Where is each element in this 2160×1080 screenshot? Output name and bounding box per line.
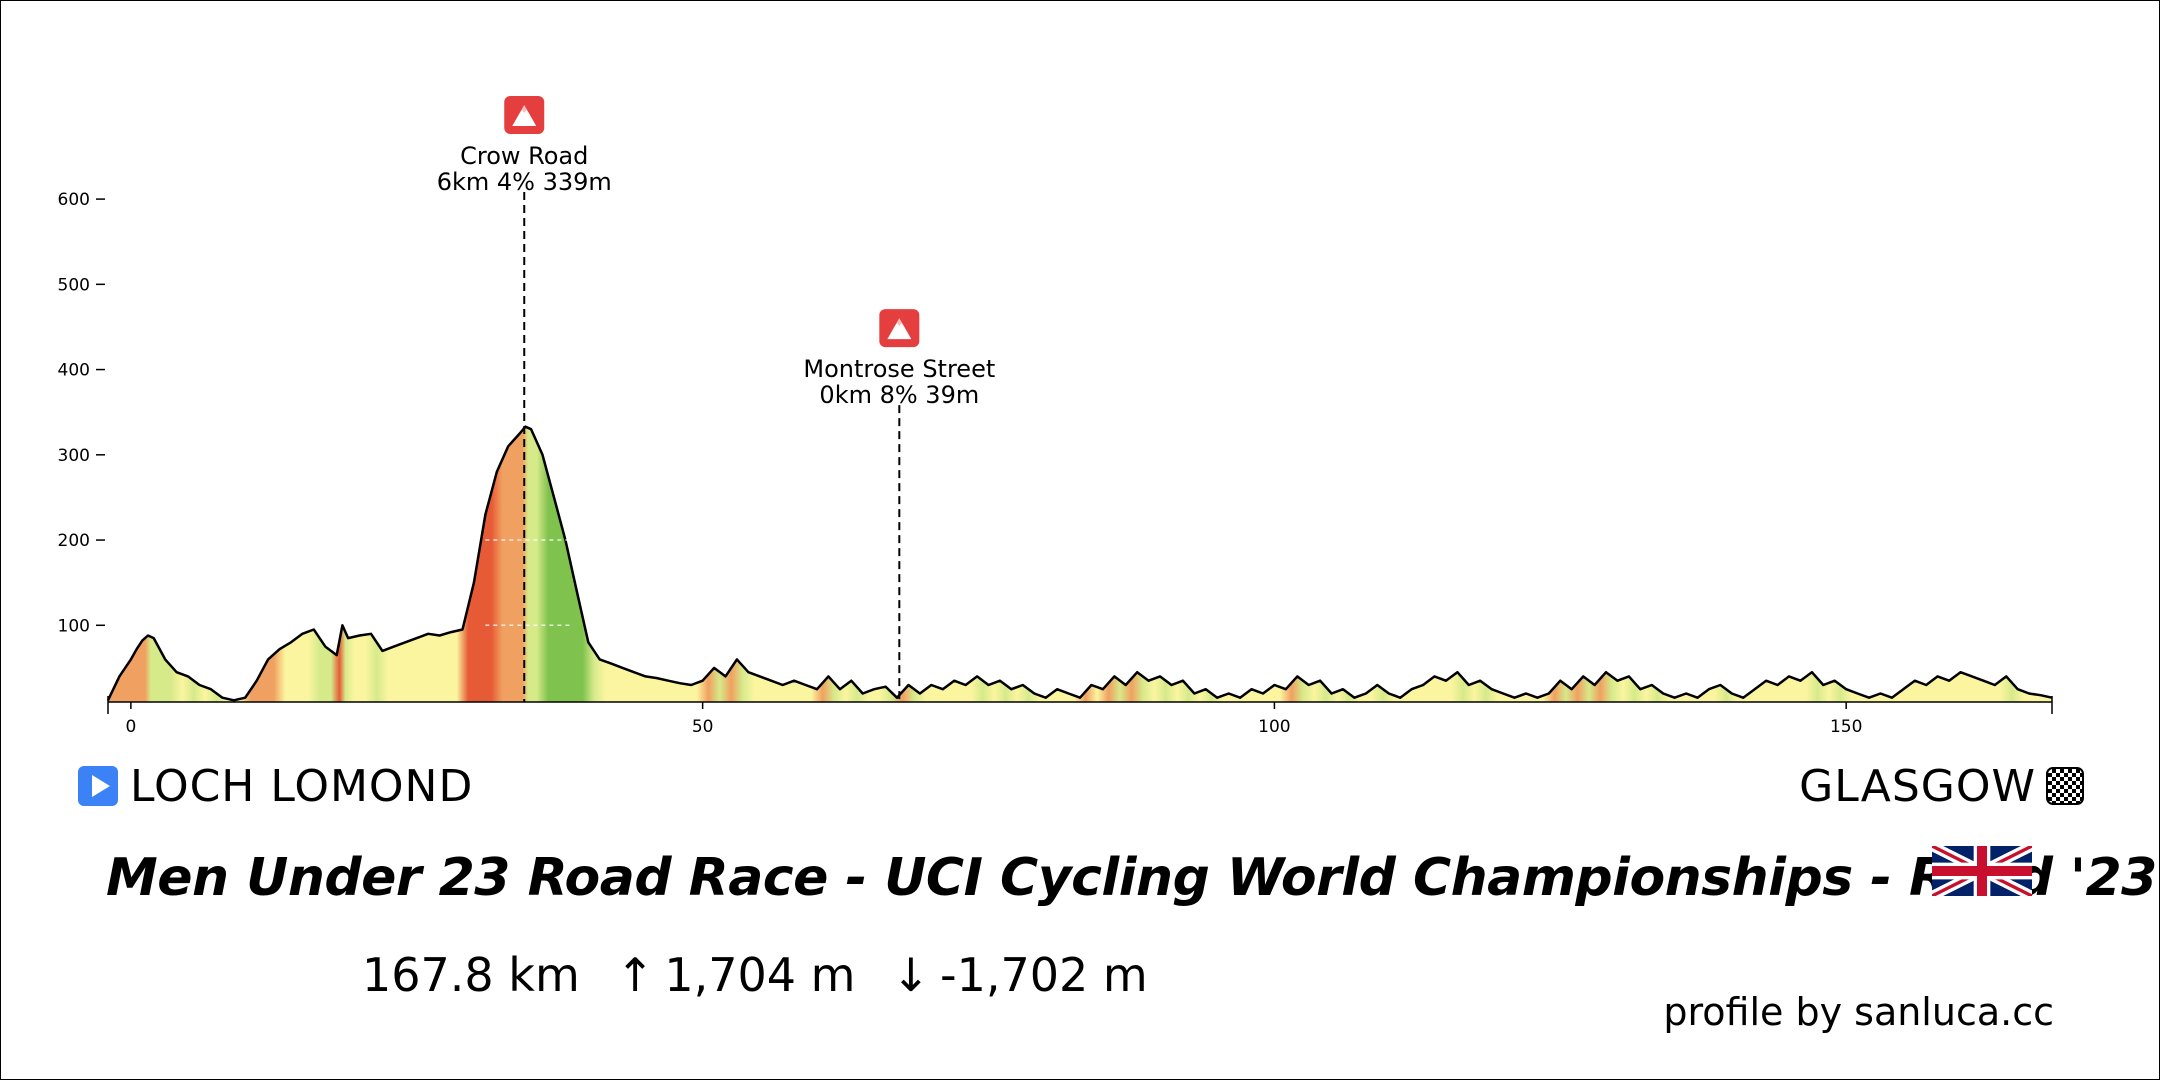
play-icon [78, 766, 118, 806]
descent-value: -1,702 m [939, 948, 1148, 1002]
y-tick-label: 300 [58, 446, 90, 466]
arrow-up-icon: ↑ [615, 948, 655, 1002]
ascent-stat: ↑ 1,704 m [616, 948, 856, 1002]
mountain-icon [879, 309, 920, 348]
climb-name: Crow Road [460, 142, 588, 170]
finish-town-name: GLASGOW [1799, 760, 2036, 812]
x-tick-label: 0 [125, 717, 136, 737]
mountain-icon [504, 96, 545, 135]
climb-detail: 0km 8% 39m [819, 381, 979, 409]
x-tick-label: 150 [1830, 717, 1862, 737]
y-tick-label: 500 [58, 275, 90, 295]
descent-stat: ↓ -1,702 m [891, 948, 1147, 1002]
x-tick-label: 100 [1258, 717, 1290, 737]
y-tick-label: 400 [58, 361, 90, 381]
y-tick-label: 200 [58, 531, 90, 551]
checkered-flag-icon [2046, 767, 2084, 805]
start-location: LOCH LOMOND [78, 761, 473, 812]
climb-detail: 6km 4% 339m [437, 168, 612, 196]
start-town-name: LOCH LOMOND [130, 760, 474, 812]
distance-value: 167.8 km [362, 948, 580, 1002]
profile-area [108, 426, 2052, 702]
climb-name: Montrose Street [803, 355, 995, 383]
united-kingdom-flag [1932, 846, 2032, 896]
y-tick-label: 100 [58, 616, 90, 636]
x-tick-label: 50 [692, 717, 714, 737]
finish-location: GLASGOW [1799, 761, 2084, 812]
ascent-value: 1,704 m [664, 948, 856, 1002]
distance-stat: 167.8 km [362, 948, 580, 1002]
race-title: Men Under 23 Road Race - UCI Cycling Wor… [106, 848, 2157, 908]
y-tick-label: 600 [58, 190, 90, 210]
elevation-profile-chart: 0 50 100 150 100 200 300 400 500 600 Crow Road6km… [58, 96, 2053, 737]
arrow-down-icon: ↓ [891, 948, 930, 1002]
profile-credit: profile by sanluca.cc [1663, 990, 2054, 1034]
profile-line [106, 425, 2053, 702]
race-stats: 167.8 km ↑ 1,704 m ↓ -1,702 m [362, 948, 1148, 1002]
